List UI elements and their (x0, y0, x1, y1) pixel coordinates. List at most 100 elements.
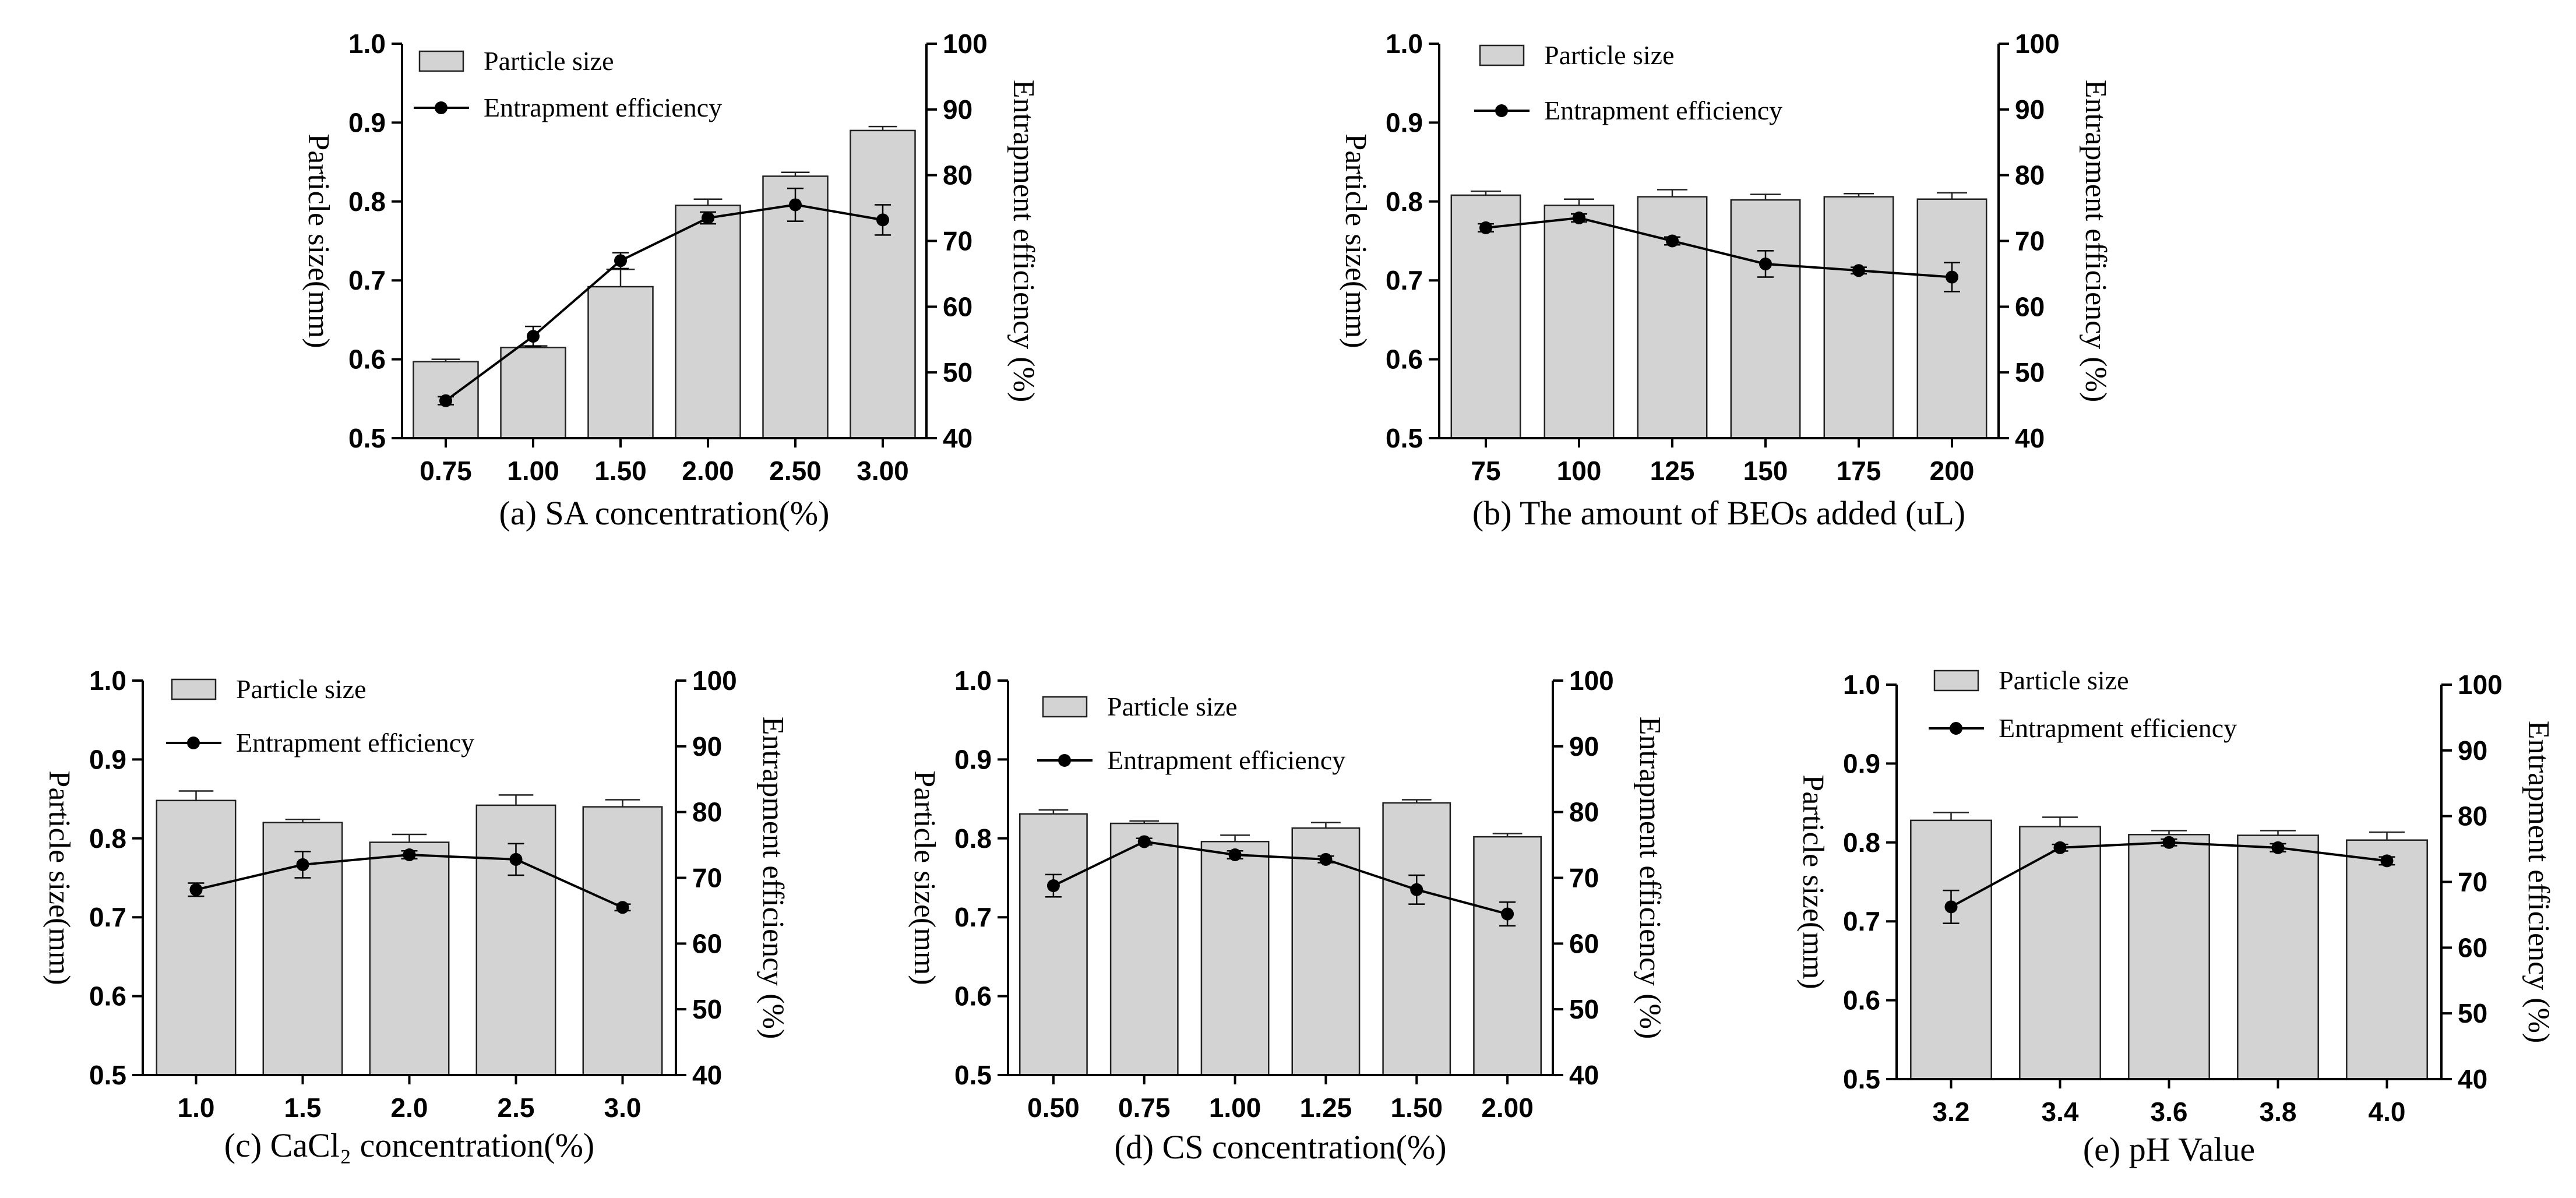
left-tick-label-d-0: 0.5 (954, 1060, 992, 1090)
x-tick-label-e-2: 3.6 (2151, 1097, 2188, 1127)
bar-c-0 (156, 799, 237, 1076)
left-tick-label-c-0: 0.5 (89, 1060, 126, 1090)
left-tick-label-b-3: 0.8 (1386, 186, 1423, 217)
line-point-a-1 (527, 330, 540, 343)
legend-line-marker-b (1495, 104, 1508, 117)
line-point-d-5 (1501, 907, 1514, 921)
bar-e-3 (2237, 834, 2319, 1080)
legend-bar-label-c: Particle size (236, 674, 367, 704)
legend-bar-label-a: Particle size (484, 46, 614, 76)
x-tick-label-c-2: 2.0 (391, 1093, 428, 1123)
x-tick-label-a-4: 2.50 (769, 456, 822, 486)
bar-b-5 (1916, 198, 1987, 439)
bar-a-5 (850, 129, 916, 439)
left-tick-label-e-0: 0.5 (1843, 1064, 1880, 1094)
caption-text-a: SA concentration(%) (545, 494, 829, 532)
left-tick-label-a-0: 0.5 (348, 423, 386, 453)
x-tick-label-e-0: 3.2 (1933, 1097, 1970, 1127)
line-point-b-1 (1573, 212, 1585, 225)
left-tick-label-d-3: 0.8 (954, 823, 992, 854)
caption-a: (a) SA concentration(%) (499, 494, 830, 532)
right-tick-label-c-2: 60 (692, 928, 722, 959)
x-tick-label-d-4: 1.50 (1390, 1093, 1443, 1123)
line-point-e-4 (2380, 854, 2394, 868)
legend-c: Particle size Entrapment efficiency (166, 674, 474, 757)
caption-e: (e) pH Value (2083, 1130, 2255, 1168)
right-tick-label-d-0: 40 (1569, 1060, 1599, 1090)
ylabel-right-b: Entrapment efficiency (%) (2079, 80, 2112, 402)
legend-bar-swatch-e (1933, 670, 1979, 692)
line-point-d-1 (1137, 835, 1151, 848)
line-point-d-3 (1319, 852, 1333, 866)
right-tick-label-a-2: 60 (943, 291, 972, 322)
line-point-a-4 (789, 198, 802, 212)
right-tick-label-c-0: 40 (692, 1060, 722, 1090)
x-tick-label-a-5: 3.00 (857, 456, 909, 486)
bar-c-2 (369, 841, 450, 1076)
bar-b-0 (1450, 194, 1521, 439)
line-point-d-0 (1046, 879, 1060, 893)
bar-e-0 (1910, 819, 1992, 1080)
bar-b-2 (1637, 196, 1708, 439)
caption-text-c: CaCl₂ concentration(%) (270, 1126, 595, 1164)
ylabel-right-e: Entrapment efficiency (%) (2522, 721, 2555, 1043)
left-tick-label-c-4: 0.9 (89, 744, 126, 774)
line-point-e-2 (2162, 836, 2176, 849)
left-tick-label-a-2: 0.7 (348, 265, 386, 295)
legend-line-marker-d (1058, 754, 1071, 767)
legend-bar-label-b: Particle size (1544, 40, 1675, 70)
right-tick-label-c-6: 100 (692, 665, 737, 696)
line-point-c-0 (189, 883, 203, 896)
right-tick-label-c-3: 70 (692, 863, 722, 893)
right-tick-label-e-1: 50 (2458, 998, 2487, 1028)
right-tick-label-d-2: 60 (1569, 928, 1599, 959)
legend-line-label-d: Entrapment efficiency (1107, 745, 1345, 775)
left-tick-label-b-5: 1.0 (1386, 29, 1423, 59)
x-tick-label-d-1: 0.75 (1118, 1093, 1171, 1123)
right-tick-label-b-2: 60 (2015, 291, 2045, 322)
ylabel-left-a: Particle size(mm) (302, 133, 335, 348)
legend-line-label-b: Entrapment efficiency (1544, 96, 1782, 125)
line-point-a-5 (876, 213, 889, 227)
left-tick-label-a-3: 0.8 (348, 186, 386, 217)
line-point-a-0 (439, 394, 452, 407)
legend-line-marker-a (435, 101, 447, 114)
line-point-b-2 (1666, 234, 1679, 248)
x-tick-label-c-0: 1.0 (178, 1093, 215, 1123)
left-tick-label-c-3: 0.8 (89, 823, 126, 854)
line-point-d-4 (1410, 883, 1423, 896)
line-point-e-3 (2271, 841, 2285, 854)
right-tick-label-e-5: 90 (2458, 735, 2487, 766)
line-point-c-4 (616, 901, 629, 914)
right-tick-label-a-5: 90 (943, 94, 972, 125)
left-tick-label-e-3: 0.8 (1843, 827, 1880, 858)
ylabel-right-c: Entrapment efficiency (%) (756, 717, 790, 1039)
ylabel-right-a: Entrapment efficiency (%) (1007, 80, 1040, 402)
line-point-c-2 (403, 848, 416, 862)
left-tick-label-e-4: 0.9 (1843, 748, 1880, 778)
bar-b-4 (1823, 196, 1894, 439)
line-point-a-2 (614, 254, 627, 267)
x-tick-label-e-4: 4.0 (2369, 1097, 2406, 1127)
right-tick-label-e-3: 70 (2458, 867, 2487, 897)
legend-bar-label-d: Particle size (1107, 692, 1238, 721)
legend-bar-swatch-b (1479, 44, 1525, 66)
x-tick-label-d-0: 0.50 (1027, 1093, 1080, 1123)
left-tick-label-e-1: 0.6 (1843, 985, 1880, 1016)
x-tick-label-b-1: 100 (1557, 456, 1602, 486)
left-tick-label-e-2: 0.7 (1843, 906, 1880, 936)
caption-text-e: pH Value (2129, 1130, 2255, 1168)
right-tick-label-c-4: 80 (692, 797, 722, 827)
right-tick-label-c-1: 50 (692, 994, 722, 1024)
chart-panel-d: 0.5 0.6 0.7 0.8 0.9 1.0 40 50 60 70 80 90 100 0.50 0.7… (908, 665, 1666, 1166)
right-tick-label-d-5: 90 (1569, 731, 1599, 762)
line-series-d (1053, 840, 1508, 915)
x-tick-label-e-1: 3.4 (2042, 1097, 2079, 1127)
x-tick-label-a-0: 0.75 (420, 456, 472, 486)
left-tick-label-b-0: 0.5 (1386, 423, 1423, 453)
bar-a-2 (587, 286, 654, 439)
legend-line-marker-c (187, 737, 200, 749)
right-tick-label-e-6: 100 (2458, 670, 2503, 700)
legend-bar-swatch-a (418, 50, 464, 72)
